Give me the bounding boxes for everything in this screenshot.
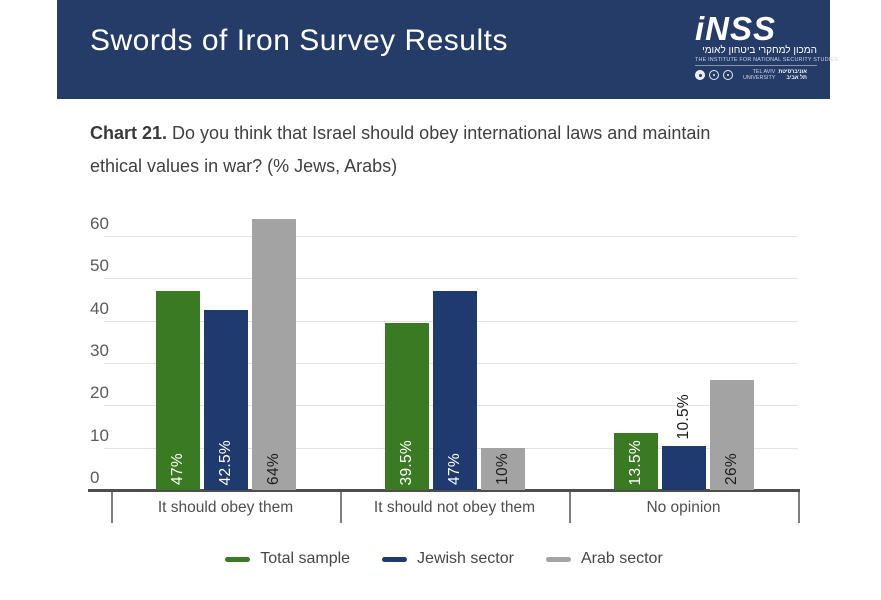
bar-value-label: 42.5% (216, 439, 234, 485)
bar-value-label: 64% (264, 453, 282, 485)
category-tick (569, 492, 571, 523)
category-tick (798, 492, 800, 523)
tau-hebrew: אוניברסיטת תל אביב (778, 69, 807, 81)
chart-question: Do you think that Israel should obey int… (90, 123, 711, 176)
legend-label: Jewish sector (417, 550, 514, 567)
bar-value-label-wrap: 47% (433, 453, 477, 485)
university-seal-icon (695, 70, 705, 80)
inss-wordmark: iNSS (695, 10, 777, 47)
bar-value-label-wrap: 10% (481, 453, 525, 485)
bar-total-sample-0 (155, 291, 200, 490)
bar-arab-sector-1 (480, 447, 525, 490)
legend-item-total-sample: Total sample (225, 550, 350, 568)
bar-value-label-wrap: 47% (156, 453, 200, 485)
bar-value-label: 47% (445, 453, 463, 485)
category-label: It should not obey them (373, 499, 536, 516)
bar-jewish-sector-2 (661, 445, 706, 490)
y-axis-label: 0 (90, 468, 100, 487)
legend-label: Arab sector (580, 550, 663, 567)
gridline (104, 278, 798, 280)
category-label: No opinion (646, 499, 721, 516)
legend-swatch-icon (545, 556, 571, 562)
bar-value-label: 26% (722, 453, 740, 485)
university-seal-icon (723, 70, 733, 80)
y-axis-label: 50 (90, 256, 109, 276)
x-axis-line (88, 489, 800, 492)
bar-value-label-wrap: 26% (710, 453, 754, 485)
y-axis-label: 10 (90, 425, 109, 445)
y-axis-label: 60 (90, 214, 109, 233)
legend-swatch-icon (225, 556, 251, 562)
header-band: Swords of Iron Survey Results iNSS המכון… (57, 0, 838, 99)
tel-aviv-university-text: TEL AVIV UNIVERSITY אוניברסיטת תל אביב (743, 69, 807, 81)
y-axis-label: 30 (90, 341, 109, 360)
bar-value-label-wrap: 39.5% (385, 440, 429, 485)
tau-english: TEL AVIV UNIVERSITY (743, 69, 776, 81)
chart-title: Chart 21. Do you think that Israel shoul… (90, 117, 750, 183)
bar-value-label: 10% (493, 453, 511, 485)
bar-value-label: 10.5% (674, 394, 692, 440)
bar-total-sample-2 (613, 432, 658, 490)
y-axis-label: 20 (90, 383, 109, 403)
category-tick (340, 492, 342, 523)
bar-value-label-wrap: 42.5% (204, 440, 248, 485)
bar-value-label: 39.5% (397, 439, 415, 485)
chart-legend: Total sample Jewish sector Arab sector (88, 550, 800, 568)
university-seal-icon (709, 70, 719, 80)
bar-jewish-sector-1 (432, 291, 477, 490)
bar-arab-sector-0 (251, 219, 296, 490)
y-axis-label: 40 (90, 298, 109, 318)
gridline (104, 236, 798, 237)
page-title: Swords of Iron Survey Results (90, 24, 508, 57)
bar-total-sample-1 (384, 322, 429, 490)
bar-value-label-wrap: 10.5% (662, 394, 706, 439)
bar-jewish-sector-0 (203, 310, 248, 490)
legend-label: Total sample (260, 550, 351, 567)
bar-value-label-wrap: 13.5% (614, 440, 658, 485)
inss-hebrew-name: המכון למחקרי ביטחון לאומי (702, 45, 817, 56)
legend-swatch-icon (382, 556, 408, 562)
legend-item-jewish-sector: Jewish sector (382, 550, 514, 568)
legend-item-arab-sector: Arab sector (545, 550, 663, 568)
bar-arab-sector-2 (709, 379, 754, 490)
chart-number: Chart 21. (90, 123, 168, 143)
category-tick (111, 492, 113, 523)
bar-value-label: 47% (168, 453, 186, 485)
bar-value-label: 13.5% (626, 439, 644, 485)
logo-emblems-row: TEL AVIV UNIVERSITY אוניברסיטת תל אביב (695, 69, 817, 81)
category-label: It should obey them (157, 499, 294, 516)
inss-english-name: THE INSTITUTE FOR NATIONAL SECURITY STUD… (695, 57, 838, 66)
bar-value-label-wrap: 64% (252, 453, 296, 485)
inss-logo: iNSS המכון למחקרי ביטחון לאומי THE INSTI… (695, 10, 838, 81)
